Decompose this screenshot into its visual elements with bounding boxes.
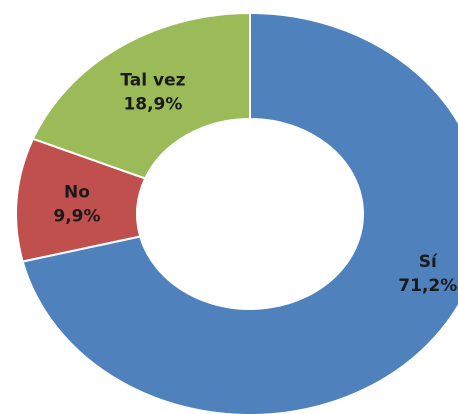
slice-value-label: 18,9% [123,94,182,114]
donut-slice [21,11,458,414]
slice-label: Tal vez [120,70,185,90]
slice-value-label: 9,9% [53,206,100,226]
slice-value-label: 71,2% [398,276,457,296]
donut-slice [31,11,251,180]
slice-label: No [64,182,90,202]
slice-label: Sí [419,252,438,272]
